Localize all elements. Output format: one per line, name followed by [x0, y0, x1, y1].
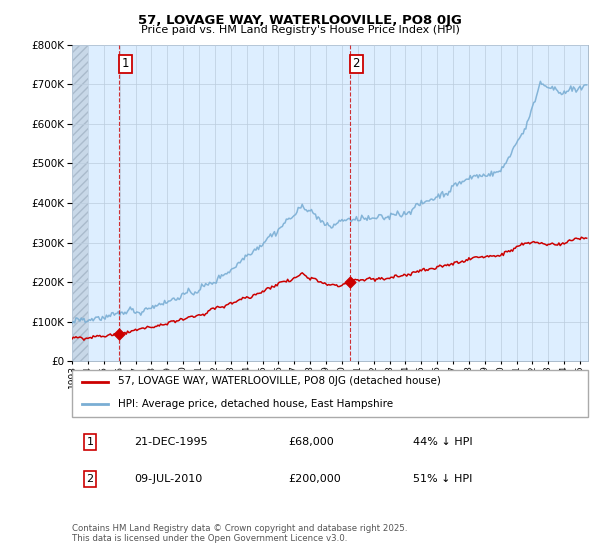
Text: £200,000: £200,000 — [289, 474, 341, 484]
Text: 2: 2 — [86, 474, 94, 484]
Text: Price paid vs. HM Land Registry's House Price Index (HPI): Price paid vs. HM Land Registry's House … — [140, 25, 460, 35]
Point — [115, 330, 124, 339]
FancyBboxPatch shape — [72, 370, 588, 417]
Text: 09-JUL-2010: 09-JUL-2010 — [134, 474, 202, 484]
Text: 1: 1 — [122, 58, 129, 71]
Point — [346, 278, 355, 287]
Text: 57, LOVAGE WAY, WATERLOOVILLE, PO8 0JG (detached house): 57, LOVAGE WAY, WATERLOOVILLE, PO8 0JG (… — [118, 376, 442, 386]
Text: Contains HM Land Registry data © Crown copyright and database right 2025.
This d: Contains HM Land Registry data © Crown c… — [72, 524, 407, 543]
Text: 2: 2 — [353, 58, 360, 71]
Text: 1: 1 — [86, 437, 94, 447]
Text: £68,000: £68,000 — [289, 437, 334, 447]
Text: 57, LOVAGE WAY, WATERLOOVILLE, PO8 0JG: 57, LOVAGE WAY, WATERLOOVILLE, PO8 0JG — [138, 14, 462, 27]
Text: 21-DEC-1995: 21-DEC-1995 — [134, 437, 208, 447]
Bar — [72, 45, 88, 361]
Text: 51% ↓ HPI: 51% ↓ HPI — [413, 474, 472, 484]
Text: 44% ↓ HPI: 44% ↓ HPI — [413, 437, 472, 447]
Text: HPI: Average price, detached house, East Hampshire: HPI: Average price, detached house, East… — [118, 399, 394, 409]
